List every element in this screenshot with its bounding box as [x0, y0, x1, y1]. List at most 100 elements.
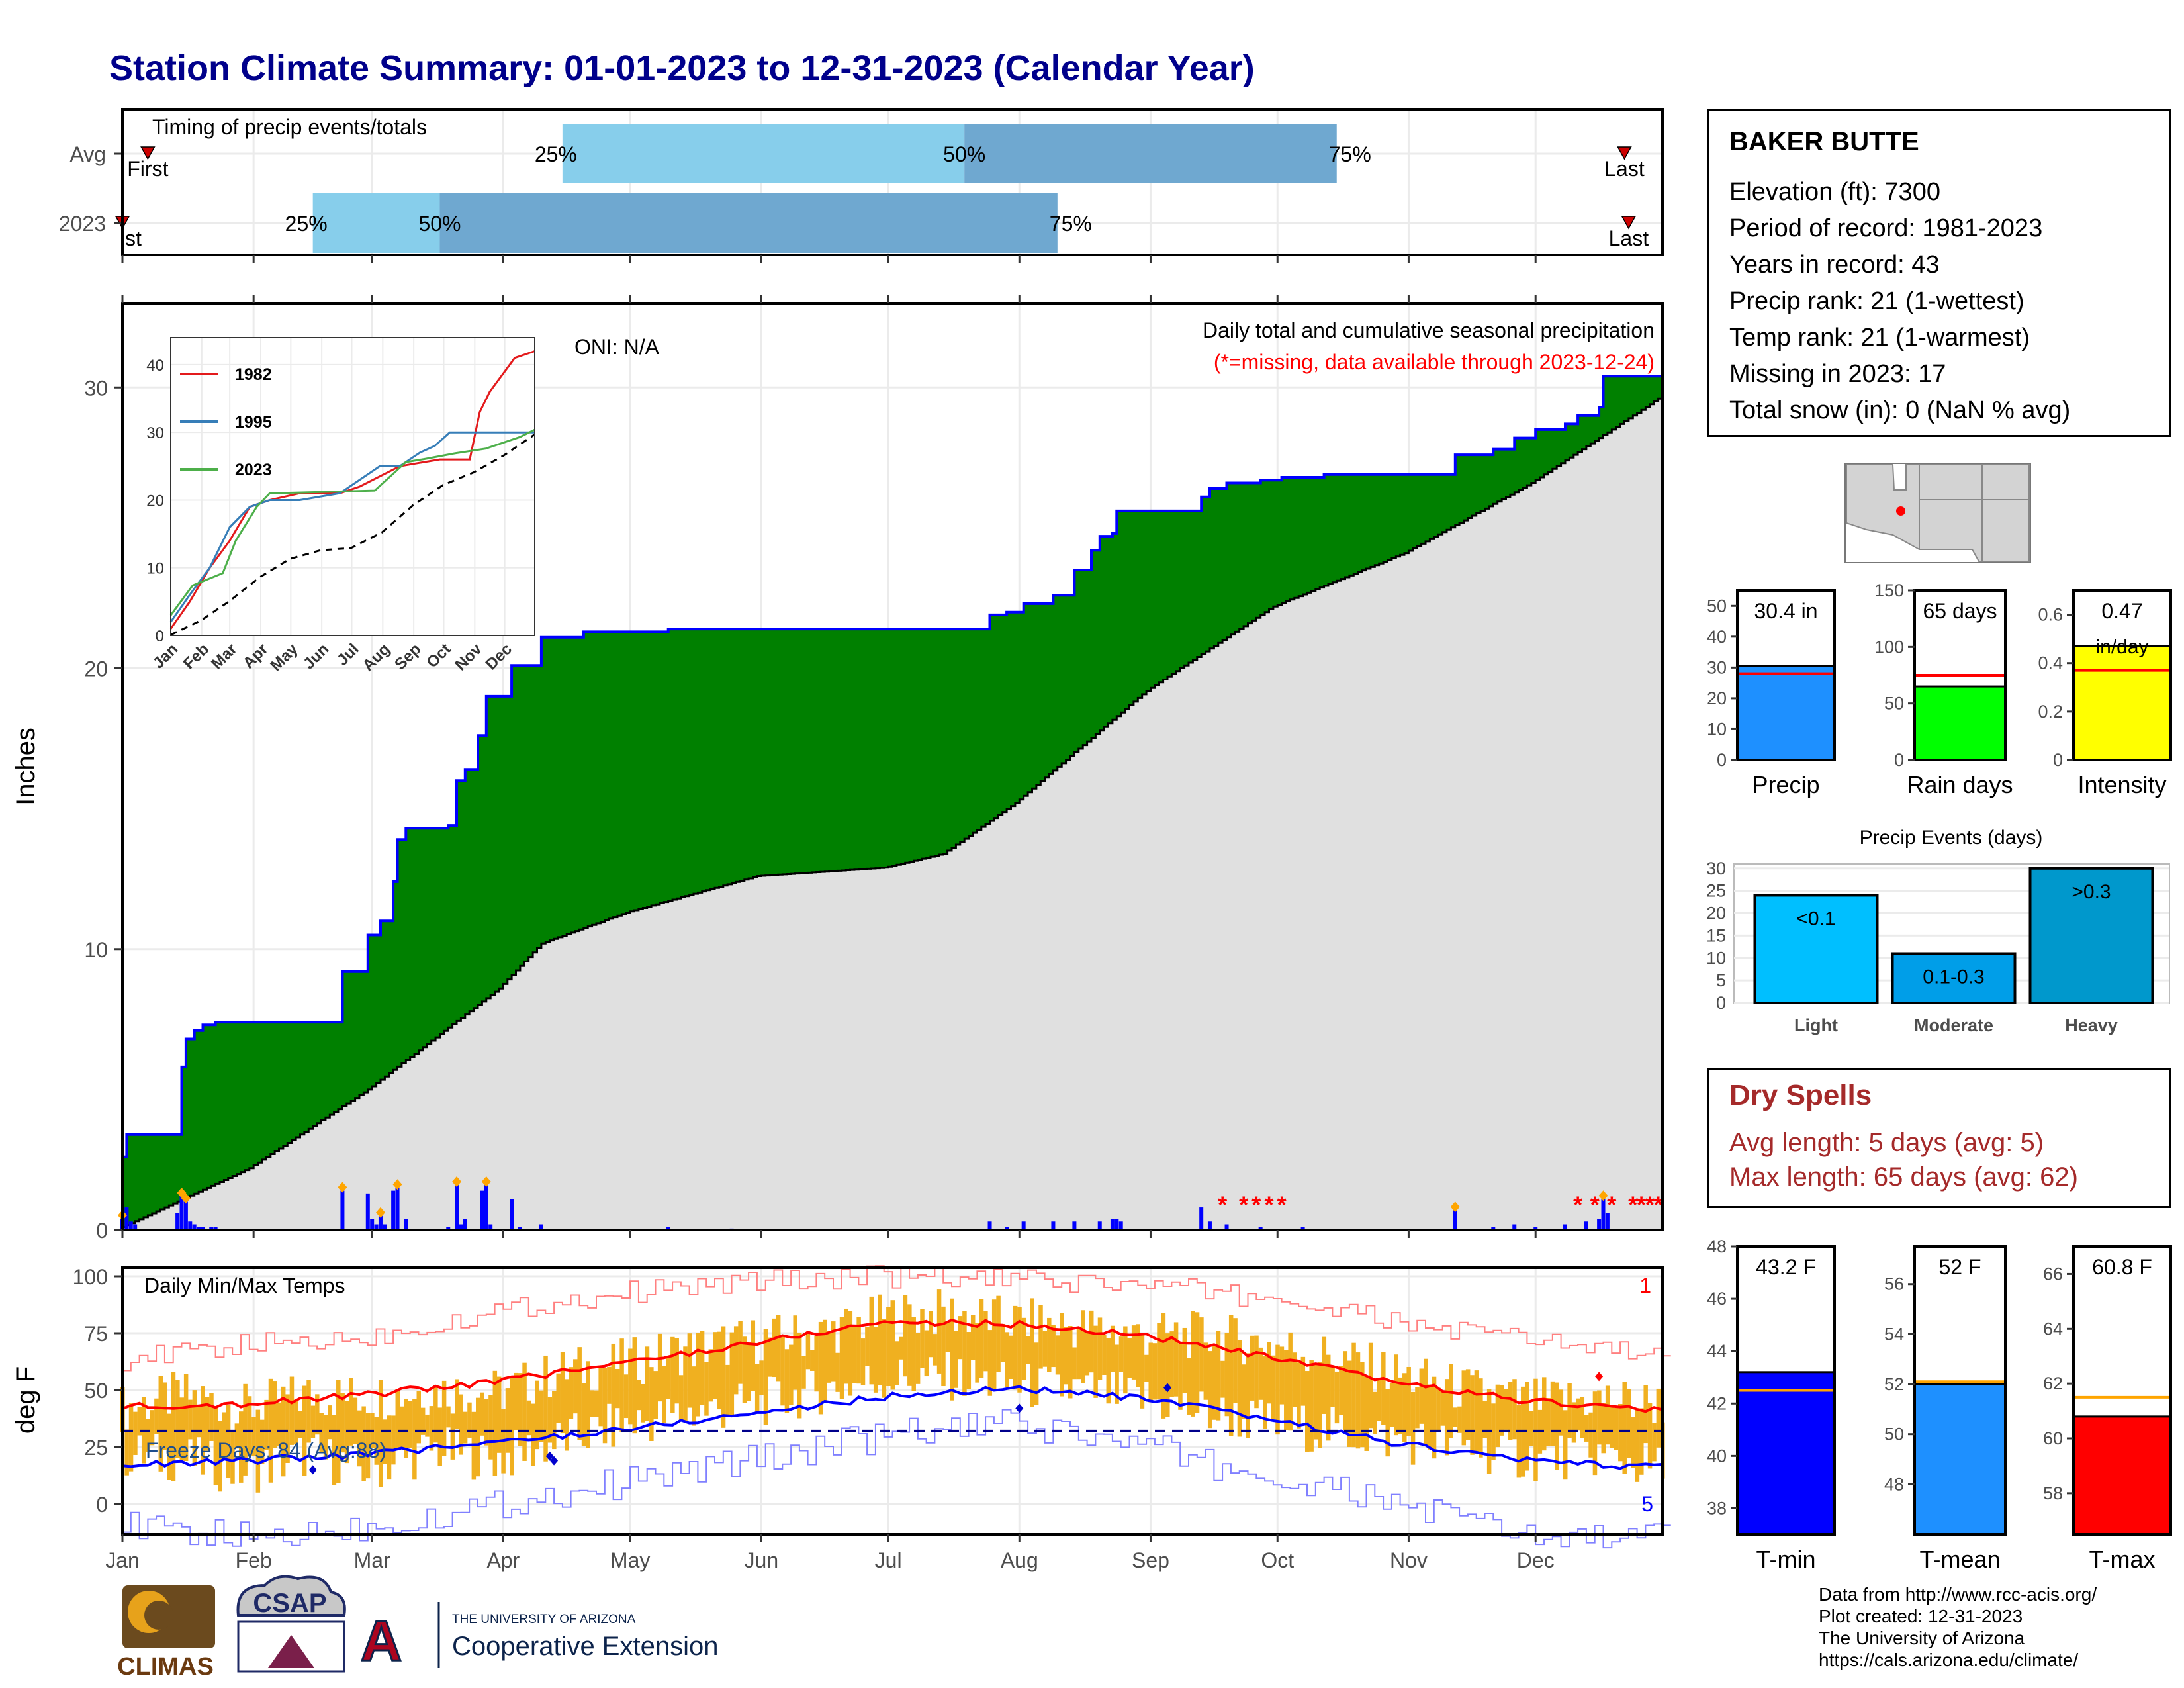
daily-temp-bar [450, 1413, 455, 1460]
station-info-line: Elevation (ft): 7300 [1729, 178, 1940, 206]
daily-temp-bar [1216, 1331, 1221, 1421]
precip-y-tick-label: 20 [84, 657, 108, 681]
daily-temp-bar [1453, 1407, 1458, 1427]
station-info-line: Missing in 2023: 17 [1729, 360, 1946, 388]
daily-temp-bar [1546, 1398, 1551, 1446]
daily-temp-bar [1169, 1331, 1174, 1397]
daily-temp-bar [975, 1323, 979, 1383]
events-category-label: Light [1794, 1015, 1838, 1035]
timing-q25-q50-bar [312, 193, 440, 253]
daily-max-marker [481, 1176, 491, 1188]
events-title: Precip Events (days) [1860, 827, 2043, 849]
daily-temp-bar [1402, 1373, 1407, 1442]
daily-temp-bar [1076, 1326, 1081, 1380]
missing-note: (*=missing, data available through 2023-… [1214, 350, 1655, 374]
gauge-y-tick-label: 0.2 [2038, 702, 2063, 722]
daily-temp-bar [1406, 1366, 1411, 1436]
gauge-y-tick-label: 38 [1707, 1498, 1727, 1518]
daily-temp-bar [255, 1409, 261, 1493]
timing-pct75-label: 75% [1050, 212, 1092, 236]
daily-temp-bar [226, 1405, 231, 1479]
daily-temp-bar [1618, 1404, 1623, 1462]
gauge-value-label: 43.2 F [1756, 1255, 1816, 1279]
daily-precip-bar [463, 1219, 467, 1230]
daily-temp-bar [907, 1304, 912, 1386]
daily-precip-bar [484, 1185, 488, 1230]
daily-temp-bar [1491, 1403, 1496, 1460]
daily-temp-bar [230, 1430, 235, 1484]
gauge-value-bar [1913, 1383, 2007, 1536]
gauge-y-tick-label: 100 [1874, 637, 1904, 657]
daily-precip-bar [1491, 1227, 1496, 1230]
daily-temp-bar [894, 1341, 899, 1385]
gauge-y-tick-label: 0 [1894, 750, 1904, 770]
gauge-value-bar [1736, 1371, 1836, 1536]
daily-temp-bar [742, 1336, 747, 1403]
month-tick-label: Aug [1001, 1548, 1038, 1572]
daily-temp-bar [480, 1392, 484, 1436]
gauge-label: T-min [1756, 1546, 1816, 1573]
gauge-label: Intensity [2077, 771, 2166, 798]
dry-spell-line: Max length: 65 days (avg: 62) [1729, 1162, 2078, 1192]
daily-precip-bar [1224, 1224, 1229, 1230]
daily-temp-bar [1355, 1352, 1361, 1449]
daily-temp-bar [1000, 1323, 1005, 1362]
logos: CLIMAS CSAP A THE UNIVERSITY OF ARIZONA Coop… [117, 1575, 718, 1681]
daily-temp-bar [1334, 1371, 1340, 1424]
daily-max-marker [338, 1182, 347, 1193]
daily-temp-bar [1157, 1323, 1161, 1400]
temps-y-tick-label: 25 [84, 1436, 108, 1460]
daily-temp-bar [1144, 1354, 1149, 1382]
daily-temp-bar [1398, 1377, 1403, 1434]
daily-temp-bar [1271, 1355, 1276, 1419]
daily-precip-bar [1300, 1227, 1305, 1230]
daily-temp-bar [1292, 1352, 1297, 1407]
gauge-value-bar [1913, 685, 2007, 761]
daily-precip-bar [124, 1207, 129, 1230]
daily-temp-bar [1191, 1311, 1195, 1417]
daily-temp-bar [154, 1398, 159, 1434]
events-bar-light [1753, 894, 1879, 1004]
precip-y-tick-label: 30 [84, 376, 108, 400]
daily-temp-bar [890, 1300, 895, 1390]
daily-temp-bar [1300, 1356, 1306, 1406]
daily-precip-bar [1563, 1224, 1567, 1230]
daily-temp-bar [1047, 1317, 1052, 1372]
daily-temp-bar [1051, 1325, 1056, 1368]
gauge-value-label: 0.47 [2101, 599, 2142, 623]
daily-temp-bar [615, 1369, 620, 1409]
daily-temp-bar [1592, 1391, 1598, 1476]
events-bar-label: 0.1-0.3 [1923, 966, 1984, 988]
daily-temp-bar [1500, 1385, 1504, 1436]
daily-temp-bar [687, 1333, 692, 1408]
missing-data-asterisk: * [1637, 1192, 1646, 1219]
daily-temp-bar [1173, 1322, 1179, 1397]
daily-temp-bar [856, 1317, 861, 1384]
daily-temp-bar [628, 1348, 633, 1425]
page-title: Station Climate Summary: 01-01-2023 to 1… [109, 48, 1255, 88]
record-max-line [122, 1265, 1671, 1372]
temperature-panel: Daily Min/Max Temps Freeze Days: 84 (Avg:… [11, 1265, 1671, 1572]
daily-temp-bar [319, 1413, 324, 1452]
gauge-value-label: 65 days [1923, 599, 1997, 623]
daily-temp-bar [623, 1374, 629, 1419]
daily-temp-bar [590, 1390, 595, 1417]
daily-temp-bar [1457, 1406, 1462, 1433]
daily-temp-bar [1034, 1342, 1039, 1405]
daily-temp-bar [1470, 1375, 1475, 1455]
gauge-frame [2072, 589, 2172, 761]
daily-temp-bar [1005, 1332, 1009, 1387]
daily-precip-bar [1118, 1221, 1123, 1230]
daily-precip-bar [539, 1224, 543, 1230]
precip-frame [121, 302, 1664, 1231]
daily-precip-bar [183, 1201, 188, 1230]
events-category-label: Heavy [2065, 1015, 2118, 1035]
daily-temp-bar [915, 1333, 921, 1384]
record-low-marker [1015, 1403, 1024, 1413]
gauge-y-tick-label: 56 [1884, 1274, 1904, 1294]
daily-precip-bar [488, 1224, 493, 1230]
daily-temp-bar [1110, 1325, 1115, 1372]
month-tick-label: May [610, 1548, 650, 1572]
daily-temp-bar [805, 1333, 811, 1370]
month-tick-label: Dec [1517, 1548, 1555, 1572]
